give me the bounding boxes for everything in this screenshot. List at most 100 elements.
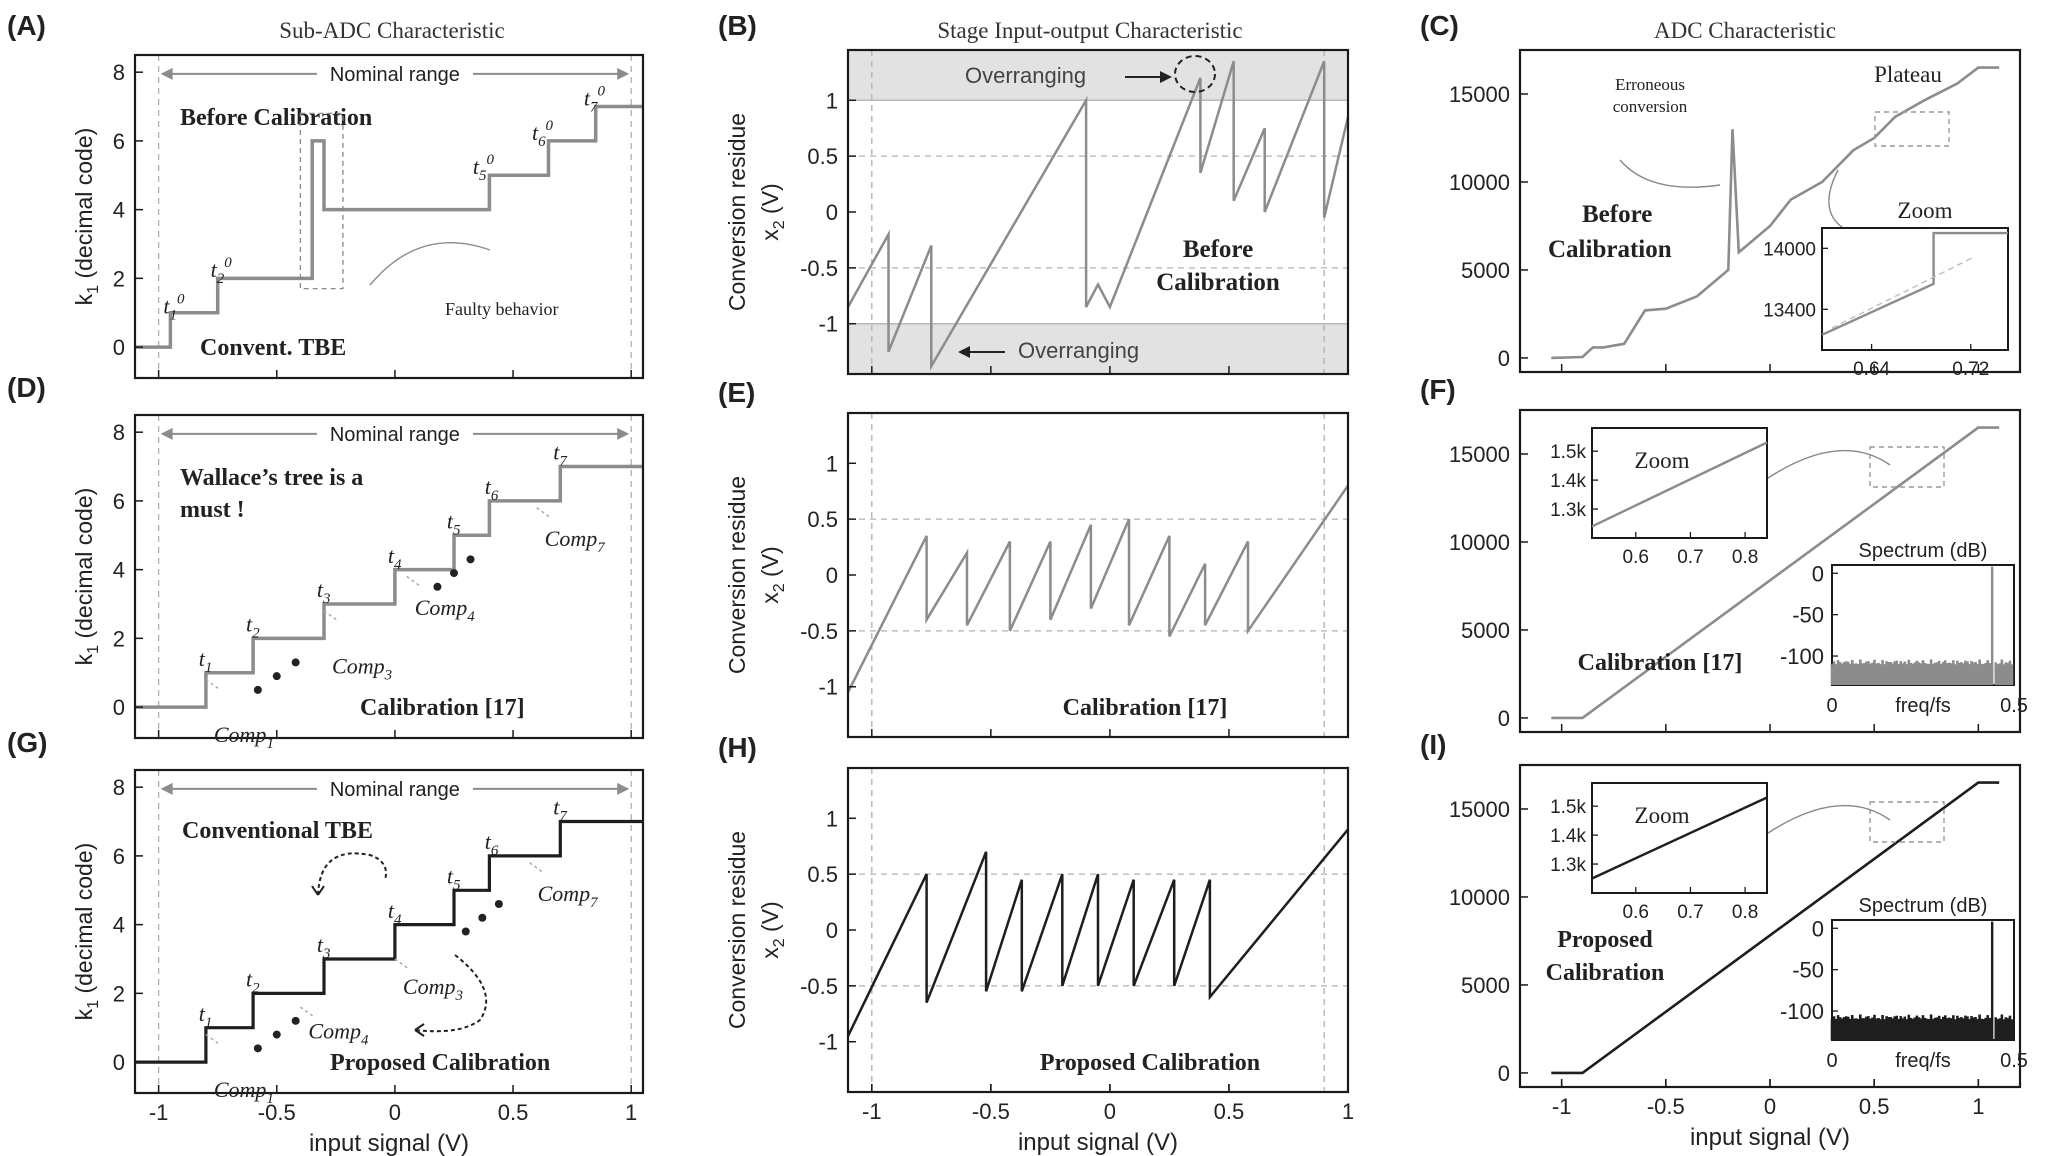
y-tick-label: -1 xyxy=(818,312,838,337)
x-tick-label: 0 xyxy=(1104,1099,1116,1124)
x-tick-label: -1 xyxy=(149,1100,169,1125)
spectrum-x-tick-label: 0 xyxy=(1826,695,1837,717)
panel-label: (D) xyxy=(7,372,46,403)
threshold-label-t2: t20 xyxy=(211,255,233,287)
nominal-range-label: Nominal range xyxy=(330,424,460,446)
adc-transfer-curve xyxy=(1551,426,2000,720)
ellipsis-dot xyxy=(433,582,442,591)
overranging-band xyxy=(848,50,1348,101)
threshold-label-t5: t50 xyxy=(473,152,495,184)
threshold-label-t2: t2 xyxy=(246,611,260,641)
inset-x-tick-label: 0.64 xyxy=(1853,359,1890,380)
panel-label: (A) xyxy=(7,10,46,41)
x-axis-label: input signal (V) xyxy=(309,1130,469,1156)
ellipsis-dot xyxy=(494,900,503,909)
y-tick-label: 0 xyxy=(1498,1061,1510,1086)
x-tick-label: 0.5 xyxy=(498,1100,529,1125)
threshold-label-t7: t7 xyxy=(553,440,567,470)
nominal-range-label-bg xyxy=(316,775,473,802)
comparator-leader xyxy=(536,507,552,519)
annotation-erroneous-line1: Erroneous xyxy=(1615,75,1685,94)
y-tick-label: 10000 xyxy=(1449,885,1510,910)
nominal-range-arrowhead xyxy=(160,782,173,795)
ellipsis-dot xyxy=(449,569,458,578)
ellipsis-dot xyxy=(291,658,300,667)
spectrum-y-tick-label: 0 xyxy=(1812,561,1824,586)
x-tick-label: 1 xyxy=(1972,1094,1984,1119)
spectrum-noise xyxy=(1830,1014,2014,1040)
annotation-before-calibration: Before Calibration xyxy=(180,105,372,131)
nominal-range-label-bg xyxy=(316,420,473,447)
comparator-label-1: Comp1 xyxy=(214,722,274,752)
ellipsis-dot xyxy=(461,927,470,936)
nominal-range-label: Nominal range xyxy=(330,64,460,86)
zoom-pointer xyxy=(1764,804,1891,836)
x-tick-label: 1 xyxy=(1342,1099,1354,1124)
threshold-label-t7: t70 xyxy=(584,83,606,115)
panel-label: (G) xyxy=(7,727,47,758)
y-tick-label: 10000 xyxy=(1449,170,1510,195)
y-tick-label: 4 xyxy=(113,198,125,223)
column-title-sub-adc: Sub-ADC Characteristic xyxy=(279,18,504,43)
threshold-label-t5: t5 xyxy=(447,508,461,538)
zoom-inset-frame xyxy=(1821,227,2009,351)
inset-x-tick-label: 0.6 xyxy=(1623,902,1649,923)
inset-y-tick-label: 1.4k xyxy=(1550,471,1586,492)
annotation-calibration: Calibration xyxy=(1548,236,1672,263)
inset-x-tick-label: 0.72 xyxy=(1952,359,1989,380)
column-title-stage: Stage Input-output Characteristic xyxy=(937,18,1242,43)
plot-frame xyxy=(133,413,645,740)
inset-y-tick-label: 1.5k xyxy=(1550,797,1586,818)
annotation-plateau: Plateau xyxy=(1874,62,1942,87)
spectrum-y-tick-label: -50 xyxy=(1792,603,1824,628)
panels-layer: (A) k1 (decimal code) Nominal range 0 2 4 6 8 (D… xyxy=(7,10,2028,1156)
inset-x-tick-label: 0.7 xyxy=(1677,547,1703,568)
y-tick-label: 0 xyxy=(113,695,125,720)
y-axis-label-units: x2 (V) xyxy=(757,901,788,958)
swap-arrow-lower xyxy=(414,954,488,1033)
spectrum-title: Spectrum (dB) xyxy=(1859,540,1988,562)
residue-curve xyxy=(846,828,1349,1037)
y-tick-label: 0 xyxy=(1498,706,1510,731)
ellipsis-dot xyxy=(291,1016,300,1025)
y-tick-label: -0.5 xyxy=(800,619,838,644)
y-tick-label: 10000 xyxy=(1449,530,1510,555)
y-tick-label: 4 xyxy=(113,913,125,938)
overranging-arrowhead-top xyxy=(1160,71,1172,83)
plateau-box xyxy=(1874,111,1950,147)
x-axis-label: input signal (V) xyxy=(1690,1124,1850,1151)
swap-arrowhead-lower xyxy=(414,1023,425,1037)
nominal-range-label-bg xyxy=(316,60,473,87)
spectrum-x-tick-label: 0.5 xyxy=(2000,695,2028,717)
column-title-adc: ADC Characteristic xyxy=(1654,18,1836,43)
spectrum-y-tick-label: -100 xyxy=(1780,644,1824,669)
annotation-proposed: Proposed xyxy=(1557,927,1653,953)
y-tick-label: -0.5 xyxy=(800,974,838,999)
y-tick-label: 2 xyxy=(113,626,125,651)
ellipsis-dot xyxy=(253,1044,262,1053)
y-tick-label: 8 xyxy=(113,775,125,800)
comparator-leader xyxy=(323,610,339,622)
comparator-leader xyxy=(529,862,545,874)
annotation-calibration-17: Calibration [17] xyxy=(1578,650,1743,676)
x-tick-label: -1 xyxy=(1552,1094,1572,1119)
erroneous-arrow xyxy=(1619,159,1721,188)
overranging-circle xyxy=(1174,55,1216,93)
spectrum-noise xyxy=(1830,659,2014,685)
panel-label: (B) xyxy=(718,10,757,41)
inset-y-tick-label: 14000 xyxy=(1763,239,1816,260)
y-tick-label: 8 xyxy=(113,60,125,85)
inset-x-tick-label: 0.8 xyxy=(1732,902,1758,923)
y-tick-label: 6 xyxy=(113,844,125,869)
annotation-zoom: Zoom xyxy=(1635,448,1690,473)
annotation-conventional-tbe: Conventional TBE xyxy=(182,818,373,844)
x-tick-label: 0.5 xyxy=(1859,1094,1890,1119)
zoom-inset-frame xyxy=(1591,427,1768,539)
panel-label: (C) xyxy=(1420,10,1459,41)
y-tick-label: 0 xyxy=(826,563,838,588)
annotation-before: Before xyxy=(1183,236,1253,263)
nominal-range-label: Nominal range xyxy=(330,779,460,801)
annotation-zoom: Zoom xyxy=(1898,198,1953,223)
comparator-label-4: Comp4 xyxy=(308,1019,369,1049)
inset-x-tick-label: 0.7 xyxy=(1677,902,1703,923)
